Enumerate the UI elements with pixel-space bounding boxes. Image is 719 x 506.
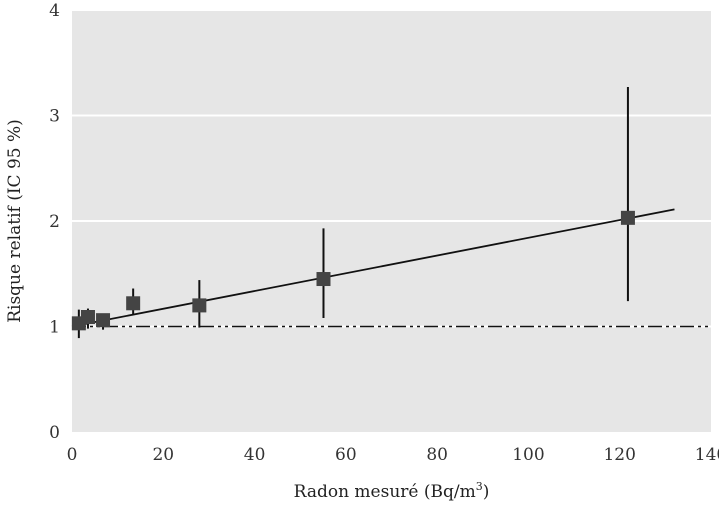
data-point-3 <box>126 296 141 311</box>
x-axis-title: Radon mesuré (Bq/m3) <box>294 480 490 502</box>
y-tick-label-4: 4 <box>49 1 60 21</box>
y-tick-label-1: 1 <box>49 318 60 338</box>
y-tick-labels: 0 1 2 3 4 <box>49 1 60 443</box>
x-axis-title-main: Radon mesuré (Bq/m <box>294 482 476 502</box>
x-axis-title-superscript: 3 <box>476 480 483 493</box>
y-axis-title: Risque relatif (IC 95 %) <box>5 119 25 323</box>
x-tick-label-60: 60 <box>335 445 357 465</box>
y-tick-label-3: 3 <box>49 107 60 127</box>
x-tick-label-100: 100 <box>512 445 544 465</box>
x-tick-label-0: 0 <box>67 445 78 465</box>
x-tick-label-40: 40 <box>244 445 266 465</box>
data-point-6 <box>620 210 635 225</box>
data-point-1 <box>80 310 95 325</box>
y-tick-label-2: 2 <box>49 212 60 232</box>
trend-line-group <box>71 208 675 328</box>
x-tick-label-80: 80 <box>426 445 448 465</box>
data-point-5 <box>316 272 331 287</box>
x-tick-label-120: 120 <box>603 445 635 465</box>
data-point-4 <box>192 298 207 313</box>
x-axis-title-suffix: ) <box>483 482 490 502</box>
x-tick-label-140: 140 <box>695 445 719 465</box>
data-markers <box>71 210 635 331</box>
trend-line <box>71 208 675 328</box>
data-point-2 <box>96 313 111 328</box>
y-tick-label-0: 0 <box>49 423 60 443</box>
x-tick-label-20: 20 <box>152 445 174 465</box>
x-tick-labels: 0 20 40 60 80 100 120 140 <box>67 445 719 465</box>
